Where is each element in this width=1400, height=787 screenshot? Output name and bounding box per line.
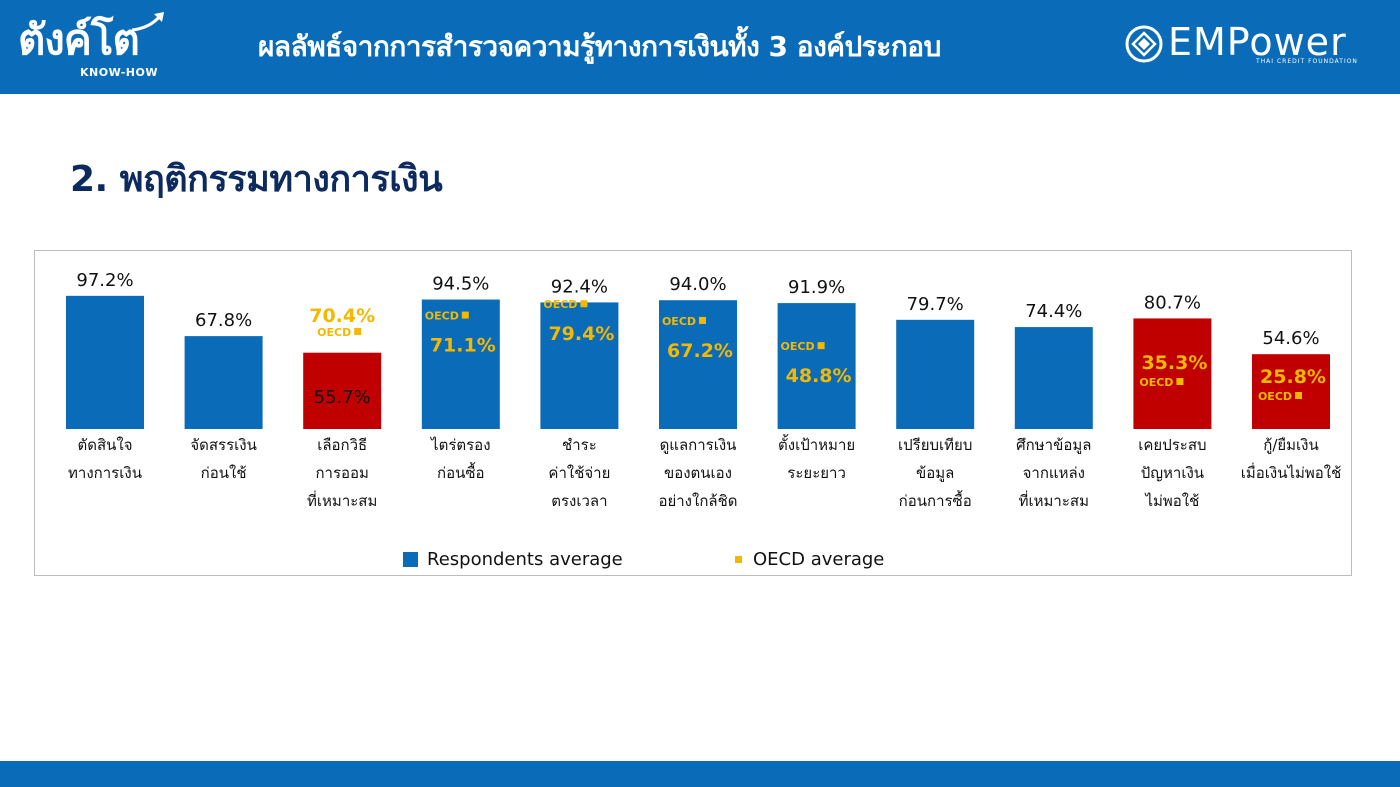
bar-respondents: [1133, 318, 1212, 429]
header-bar: ตังค์โต KNOW-HOW ผลลัพธ์จากการสำรวจความร…: [0, 0, 1400, 94]
brand-arrow-icon: [131, 12, 164, 32]
bar-respondents: [777, 303, 856, 429]
legend-label-oecd: OECD average: [753, 549, 884, 570]
data-label-oecd: 35.3%: [1141, 352, 1207, 374]
chart-container: 97.2% ตัดสินใจทางการเงิน 67.8% จัดสรรเงินก่…: [34, 250, 1352, 576]
oecd-marker: [461, 311, 469, 319]
category-label: ก่อนซื้อ: [437, 462, 485, 482]
data-label-oecd: 70.4%: [309, 305, 375, 327]
oecd-marker: [817, 342, 825, 350]
oecd-tag: OECD: [1258, 390, 1292, 403]
category-label: ค่าใช้จ่าย: [548, 464, 610, 482]
brand-subtitle: KNOW-HOW: [80, 66, 158, 79]
category-label: ก่อนใช้: [201, 464, 247, 482]
data-label-oecd: 48.8%: [786, 365, 852, 387]
legend-label-respondents: Respondents average: [427, 549, 623, 570]
category-label: อย่างใกล้ชิด: [658, 492, 737, 510]
category-label: ปัญหาเงิน: [1141, 464, 1204, 482]
data-label-oecd: 67.2%: [667, 340, 733, 362]
data-label-respondents: 54.6%: [1262, 328, 1319, 349]
bar-respondents: [303, 352, 382, 429]
category-label: เลือกวิธี: [317, 436, 367, 454]
category-label: เมื่อเงินไม่พอใช้: [1241, 462, 1342, 482]
brand-name: ตังค์โต: [18, 15, 140, 64]
oecd-tag: OECD: [317, 326, 351, 339]
logo-subtitle: THAI CREDIT FOUNDATION: [1256, 58, 1358, 65]
data-label-respondents: 92.4%: [551, 276, 608, 297]
logo-text: EMPower: [1168, 20, 1347, 64]
category-label: ดูแลการเงิน: [660, 436, 737, 454]
data-label-oecd: 71.1%: [430, 335, 496, 357]
category-label: จัดสรรเงิน: [190, 436, 257, 454]
data-label-respondents: 80.7%: [1144, 292, 1201, 313]
bar-respondents: [421, 299, 500, 429]
oecd-marker: [1176, 378, 1184, 385]
category-label: ไตร่ตรอง: [430, 436, 490, 454]
legend-swatch-oecd: [735, 556, 742, 563]
section-title: 2. พฤติกรรมทางการเงิน: [70, 159, 443, 200]
category-label: ก่อนการซื้อ: [899, 490, 972, 510]
bar-respondents: [540, 302, 619, 429]
category-label: จากแหล่ง: [1023, 464, 1085, 482]
empower-logo: EMPower THAI CREDIT FOUNDATION: [1124, 20, 1386, 68]
bar-respondents: [66, 295, 144, 429]
page-header-title: ผลลัพธ์จากการสำรวจความรู้ทางการเงินทั้ง …: [258, 30, 941, 63]
footer-bar: [0, 761, 1400, 787]
oecd-marker: [1295, 392, 1302, 399]
category-label: กู้/ยืมเงิน: [1263, 436, 1319, 454]
data-label-respondents: 79.7%: [907, 294, 964, 315]
bar-respondents: [184, 336, 263, 429]
brand-logo: ตังค์โต KNOW-HOW: [18, 12, 178, 84]
oecd-marker: [354, 328, 362, 335]
data-label-respondents: 91.9%: [788, 277, 845, 298]
oecd-tag: OECD: [662, 315, 696, 328]
data-label-respondents: 94.5%: [432, 274, 489, 295]
data-label-respondents: 67.8%: [195, 310, 252, 331]
category-label: เปรียบเทียบ: [898, 436, 972, 454]
oecd-tag: OECD: [1139, 376, 1173, 389]
category-label: การออม: [315, 464, 368, 482]
category-label: ไม่พอใช้: [1144, 492, 1199, 510]
category-label: ศึกษาข้อมูล: [1016, 436, 1091, 454]
category-label: ข้อมูล: [916, 464, 954, 482]
data-label-respondents: 55.7%: [314, 387, 371, 408]
category-label: ทางการเงิน: [68, 464, 142, 482]
empower-mark-icon: [1125, 25, 1163, 63]
bar-respondents: [659, 300, 737, 429]
category-label: ตรงเวลา: [551, 492, 607, 510]
legend-swatch-respondents: [403, 552, 418, 567]
category-label: ชำระ: [562, 436, 597, 454]
data-label-oecd: 25.8%: [1260, 366, 1326, 388]
bar-respondents: [1014, 327, 1093, 429]
category-label: ที่เหมาะสม: [307, 490, 377, 510]
category-label: ที่เหมาะสม: [1019, 490, 1089, 510]
data-label-respondents: 74.4%: [1025, 301, 1082, 322]
data-label-respondents: 94.0%: [669, 274, 726, 295]
category-label: ตั้งเป้าหมาย: [778, 434, 855, 454]
oecd-marker: [699, 316, 706, 324]
oecd-marker: [580, 300, 588, 308]
oecd-tag: OECD: [543, 298, 577, 311]
data-label-oecd: 79.4%: [548, 323, 614, 345]
category-label: ระยะยาว: [787, 464, 846, 482]
category-label: ตัดสินใจ: [77, 436, 132, 454]
bar-respondents: [896, 319, 975, 429]
category-label: ของตนเอง: [664, 464, 732, 482]
oecd-tag: OECD: [425, 310, 459, 323]
data-label-respondents: 97.2%: [76, 270, 133, 291]
oecd-tag: OECD: [781, 340, 815, 353]
bar-respondents: [1252, 354, 1330, 429]
category-label: เคยประสบ: [1138, 436, 1206, 454]
